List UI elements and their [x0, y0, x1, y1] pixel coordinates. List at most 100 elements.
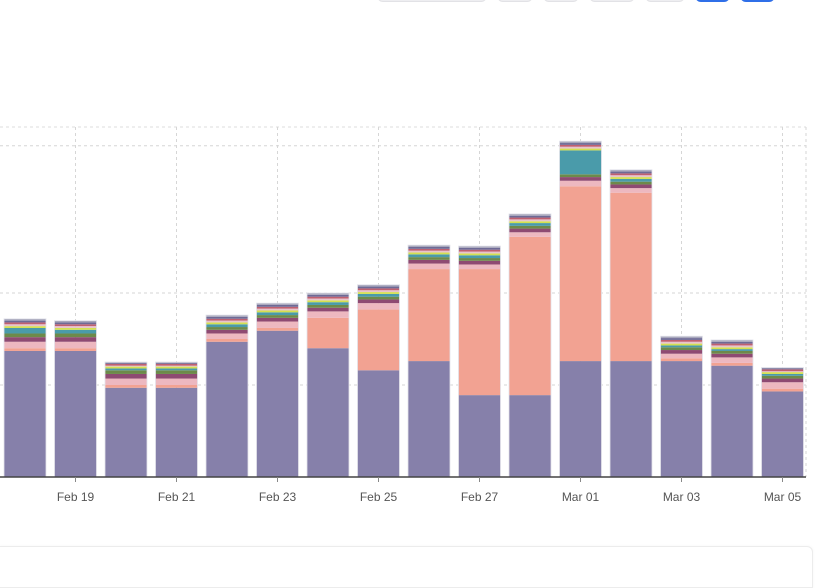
bar-segment-series-5[interactable]: [256, 315, 299, 318]
bar-segment-series-9[interactable]: [206, 318, 248, 321]
bar-segment-series-9[interactable]: [105, 363, 147, 366]
bar-segment-series-9[interactable]: [54, 324, 97, 327]
bar-segment-series-7[interactable]: [610, 177, 652, 179]
bar-segment-series-5[interactable]: [155, 370, 198, 374]
bar-segment-series-1[interactable]: [256, 330, 299, 477]
bar-segment-series-3[interactable]: [660, 353, 703, 359]
bar-segment-series-10[interactable]: [155, 362, 198, 364]
bar-stack[interactable]: [3, 318, 47, 478]
bar-segment-series-10[interactable]: [660, 338, 703, 340]
bar-segment-series-6[interactable]: [711, 349, 753, 351]
bar-segment-series-4[interactable]: [711, 353, 753, 358]
bar-segment-series-7[interactable]: [509, 221, 551, 224]
bar-segment-series-2[interactable]: [509, 236, 551, 396]
bar-segment-series-11[interactable]: [307, 293, 349, 295]
bar-segment-series-10[interactable]: [307, 294, 349, 297]
bar-segment-series-9[interactable]: [307, 296, 349, 299]
bar-stack[interactable]: [407, 244, 451, 478]
bar-segment-series-3[interactable]: [4, 341, 46, 349]
bar-stack[interactable]: [508, 213, 552, 478]
bar-segment-series-1[interactable]: [509, 395, 551, 477]
bar-segment-series-9[interactable]: [408, 248, 450, 251]
bar-segment-series-11[interactable]: [408, 245, 450, 247]
bar-segment-series-5[interactable]: [408, 257, 450, 260]
bar-stack[interactable]: [306, 292, 350, 478]
bar-segment-series-8[interactable]: [610, 175, 652, 178]
bar-segment-series-5[interactable]: [559, 174, 602, 178]
bar-stack[interactable]: [54, 320, 97, 478]
bar-segment-series-11[interactable]: [256, 303, 299, 305]
bar-segment-series-5[interactable]: [458, 258, 501, 261]
bar-segment-series-7[interactable]: [206, 322, 248, 325]
bar-segment-series-1[interactable]: [761, 391, 804, 477]
bar-segment-series-8[interactable]: [256, 308, 299, 311]
bar-segment-series-11[interactable]: [105, 362, 147, 363]
bar-segment-series-11[interactable]: [458, 246, 501, 248]
bar-segment-series-3[interactable]: [509, 232, 551, 237]
bar-segment-series-9[interactable]: [761, 369, 804, 372]
bar-segment-series-7[interactable]: [408, 252, 450, 255]
bar-segment-series-10[interactable]: [408, 247, 450, 249]
bar-segment-series-6[interactable]: [4, 327, 46, 334]
bar-segment-series-6[interactable]: [559, 150, 602, 175]
bar-segment-series-8[interactable]: [54, 326, 97, 328]
bar-segment-series-7[interactable]: [307, 300, 349, 303]
bar-segment-series-10[interactable]: [610, 171, 652, 174]
bar-segment-series-5[interactable]: [307, 304, 349, 308]
bar-segment-series-10[interactable]: [458, 247, 501, 250]
bar-segment-series-1[interactable]: [307, 348, 349, 477]
bar-segment-series-9[interactable]: [559, 144, 602, 147]
bar-segment-series-11[interactable]: [559, 141, 602, 144]
bar-segment-series-4[interactable]: [155, 373, 198, 379]
bar-segment-series-10[interactable]: [357, 286, 400, 289]
bar-segment-series-11[interactable]: [4, 318, 46, 321]
bar-segment-series-8[interactable]: [559, 146, 602, 149]
bar-segment-series-8[interactable]: [761, 371, 804, 373]
bar-stack[interactable]: [256, 302, 299, 478]
bar-segment-series-10[interactable]: [559, 143, 602, 145]
bar-segment-series-11[interactable]: [206, 315, 248, 317]
bar-stack[interactable]: [104, 361, 148, 478]
bar-segment-series-3[interactable]: [761, 382, 804, 389]
bar-segment-series-4[interactable]: [105, 373, 147, 379]
bar-segment-series-1[interactable]: [408, 361, 450, 477]
bar-segment-series-1[interactable]: [155, 387, 198, 477]
bar-segment-series-2[interactable]: [105, 385, 147, 388]
bar-stack[interactable]: [761, 367, 804, 478]
bar-segment-series-8[interactable]: [357, 290, 400, 293]
bar-stack[interactable]: [609, 169, 653, 478]
bar-segment-series-9[interactable]: [4, 322, 46, 325]
bar-segment-series-4[interactable]: [256, 317, 299, 322]
bar-segment-series-5[interactable]: [357, 296, 400, 300]
bar-segment-series-2[interactable]: [711, 362, 753, 366]
bar-segment-series-7[interactable]: [155, 366, 198, 369]
bar-segment-series-9[interactable]: [711, 343, 753, 346]
bar-segment-series-10[interactable]: [4, 320, 46, 323]
bar-segment-series-11[interactable]: [357, 284, 400, 287]
bar-segment-series-6[interactable]: [509, 223, 551, 226]
bar-segment-series-2[interactable]: [256, 327, 299, 331]
bar-segment-series-11[interactable]: [711, 339, 753, 342]
bar-stack[interactable]: [710, 339, 754, 478]
bar-segment-series-9[interactable]: [458, 249, 501, 252]
bar-segment-series-3[interactable]: [105, 378, 147, 385]
bar-segment-series-3[interactable]: [559, 180, 602, 187]
bar-segment-series-4[interactable]: [408, 259, 450, 264]
bar-segment-series-7[interactable]: [660, 343, 703, 346]
bar-segment-series-1[interactable]: [54, 350, 97, 477]
bar-stack[interactable]: [660, 335, 703, 478]
bar-segment-series-10[interactable]: [54, 322, 97, 325]
bar-segment-series-1[interactable]: [559, 361, 602, 477]
bar-segment-series-4[interactable]: [761, 378, 804, 383]
bar-segment-series-8[interactable]: [155, 365, 198, 367]
bar-segment-series-10[interactable]: [256, 304, 299, 307]
bar-segment-series-5[interactable]: [610, 181, 652, 185]
bar-segment-series-11[interactable]: [660, 336, 703, 339]
bar-stack[interactable]: [205, 314, 249, 478]
bar-segment-series-6[interactable]: [307, 302, 349, 305]
bar-segment-series-2[interactable]: [408, 269, 450, 362]
bar-segment-series-3[interactable]: [54, 341, 97, 349]
bar-segment-series-5[interactable]: [206, 327, 248, 330]
bar-segment-series-8[interactable]: [408, 250, 450, 253]
bar-segment-series-5[interactable]: [105, 370, 147, 374]
